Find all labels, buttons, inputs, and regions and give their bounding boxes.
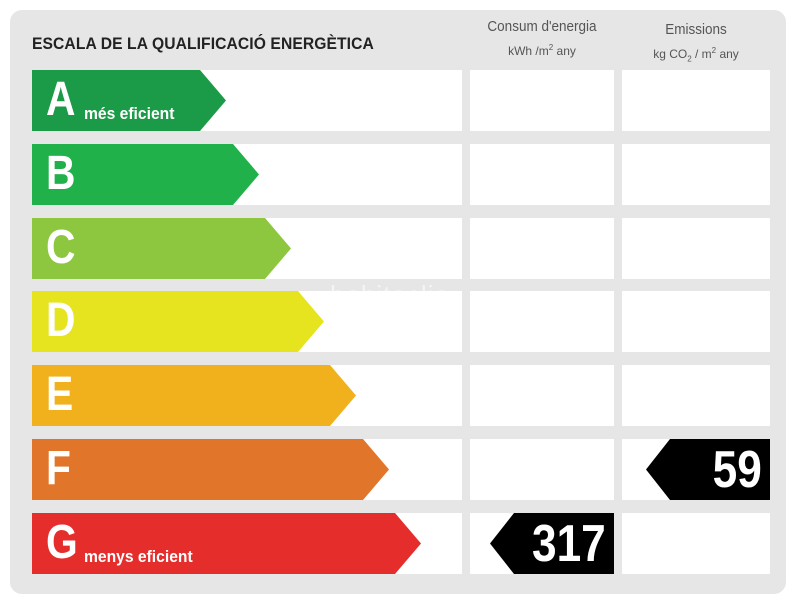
emissions-cell-a <box>622 70 770 131</box>
consum-cell-d <box>470 291 614 352</box>
consum-cell-c <box>470 218 614 279</box>
consum-cell-b <box>470 144 614 205</box>
consum-cell-e <box>470 365 614 426</box>
emissions-column-header: Emissions kg CO2 / m2 any <box>622 21 770 68</box>
rating-letter: C <box>46 221 76 274</box>
emissions-cell-d <box>622 291 770 352</box>
rating-label: més eficient <box>84 104 175 123</box>
rating-arrow-f: F <box>32 439 389 500</box>
rating-letter: G <box>46 516 78 569</box>
emissions-cell-e <box>622 365 770 426</box>
consum-cell-a <box>470 70 614 131</box>
rating-letter: F <box>46 442 71 495</box>
rating-letter: A <box>46 73 76 126</box>
emissions-cell-g <box>622 513 770 574</box>
rating-letter: E <box>46 368 74 421</box>
rating-arrow-e: E <box>32 365 356 426</box>
emissions-cell-b <box>622 144 770 205</box>
emissions-value: 59 <box>712 441 762 499</box>
rating-label: menys eficient <box>84 547 193 566</box>
consum-value-badge: 317 <box>490 513 614 574</box>
emissions-cell-c <box>622 218 770 279</box>
consum-column-header: Consum d'energia kWh /m2 any <box>470 18 614 60</box>
consum-value: 317 <box>532 515 606 573</box>
rating-arrow-c: C <box>32 218 291 279</box>
consum-header-unit: kWh /m2 any <box>508 43 576 58</box>
rating-letter: D <box>46 294 76 347</box>
watermark: habitaclia <box>330 280 450 310</box>
consum-cell-f <box>470 439 614 500</box>
rating-letter: B <box>46 147 76 200</box>
emissions-header-unit: kg CO2 / m2 any <box>653 46 739 64</box>
emissions-header-label: Emissions <box>665 21 727 38</box>
rating-arrow-d: D <box>32 291 324 352</box>
rating-arrow-b: B <box>32 144 259 205</box>
consum-header-label: Consum d'energia <box>487 18 597 35</box>
emissions-value-badge: 59 <box>646 439 770 500</box>
scale-title: ESCALA DE LA QUALIFICACIÓ ENERGÈTICA <box>32 34 374 53</box>
